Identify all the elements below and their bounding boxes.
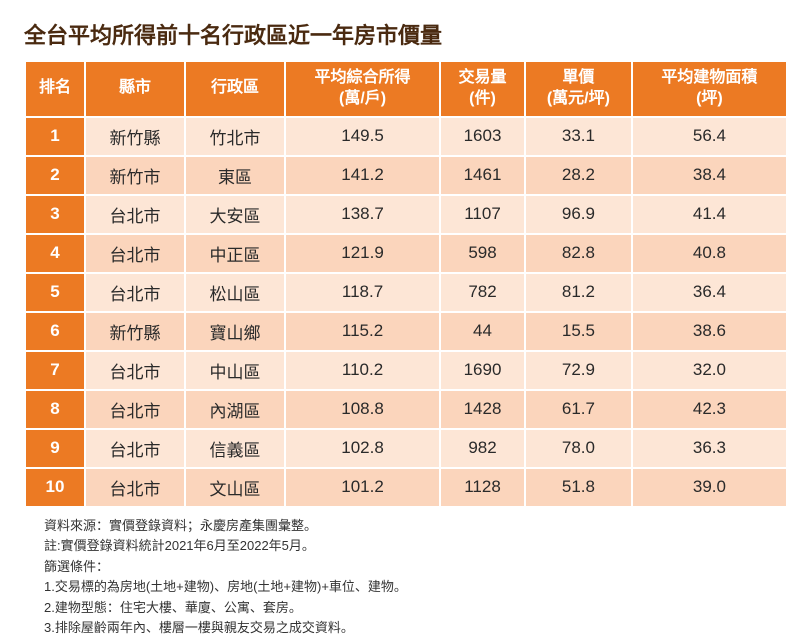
cell-district: 信義區	[185, 429, 285, 468]
table-row: 3台北市大安區138.7110796.941.4	[25, 195, 787, 234]
cell-income: 115.2	[285, 312, 440, 351]
cell-county: 新竹縣	[85, 117, 185, 156]
cell-county: 台北市	[85, 351, 185, 390]
cell-volume: 1107	[440, 195, 525, 234]
cell-area: 42.3	[632, 390, 787, 429]
note-line: 篩選條件：	[44, 557, 788, 577]
cell-county: 台北市	[85, 195, 185, 234]
cell-district: 東區	[185, 156, 285, 195]
note-line: 3.排除屋齡兩年內、樓層一樓與親友交易之成交資料。	[44, 618, 788, 638]
cell-county: 台北市	[85, 234, 185, 273]
cell-rank: 5	[25, 273, 85, 312]
cell-area: 32.0	[632, 351, 787, 390]
cell-price: 78.0	[525, 429, 632, 468]
table-row: 1新竹縣竹北市149.5160333.156.4	[25, 117, 787, 156]
cell-volume: 782	[440, 273, 525, 312]
cell-price: 51.8	[525, 468, 632, 507]
col-header-income: 平均綜合所得(萬/戶)	[285, 61, 440, 117]
col-header-county: 縣市	[85, 61, 185, 117]
note-line: 註:實價登錄資料統計2021年6月至2022年5月。	[44, 536, 788, 556]
page-title: 全台平均所得前十名行政區近一年房市價量	[24, 18, 788, 50]
table-row: 7台北市中山區110.2169072.932.0	[25, 351, 787, 390]
cell-income: 101.2	[285, 468, 440, 507]
notes-block: 資料來源：實價登錄資料；永慶房產集團彙整。註:實價登錄資料統計2021年6月至2…	[24, 516, 788, 638]
cell-district: 寶山鄉	[185, 312, 285, 351]
note-line: 2.建物型態：住宅大樓、華廈、公寓、套房。	[44, 598, 788, 618]
col-header-volume: 交易量(件)	[440, 61, 525, 117]
cell-area: 39.0	[632, 468, 787, 507]
header-row: 排名 縣市 行政區 平均綜合所得(萬/戶) 交易量(件) 單價(萬元/坪) 平均…	[25, 61, 787, 117]
cell-rank: 6	[25, 312, 85, 351]
table-row: 2新竹市東區141.2146128.238.4	[25, 156, 787, 195]
cell-district: 內湖區	[185, 390, 285, 429]
cell-county: 台北市	[85, 390, 185, 429]
cell-volume: 598	[440, 234, 525, 273]
cell-area: 40.8	[632, 234, 787, 273]
note-line: 1.交易標的為房地(土地+建物)、房地(土地+建物)+車位、建物。	[44, 577, 788, 597]
cell-county: 新竹縣	[85, 312, 185, 351]
cell-price: 61.7	[525, 390, 632, 429]
cell-volume: 982	[440, 429, 525, 468]
table-row: 10台北市文山區101.2112851.839.0	[25, 468, 787, 507]
cell-rank: 9	[25, 429, 85, 468]
cell-volume: 1461	[440, 156, 525, 195]
cell-district: 竹北市	[185, 117, 285, 156]
note-line: 資料來源：實價登錄資料；永慶房產集團彙整。	[44, 516, 788, 536]
col-header-district: 行政區	[185, 61, 285, 117]
cell-price: 82.8	[525, 234, 632, 273]
cell-rank: 8	[25, 390, 85, 429]
cell-volume: 1128	[440, 468, 525, 507]
cell-rank: 2	[25, 156, 85, 195]
table-row: 8台北市內湖區108.8142861.742.3	[25, 390, 787, 429]
cell-county: 台北市	[85, 273, 185, 312]
cell-income: 110.2	[285, 351, 440, 390]
cell-area: 56.4	[632, 117, 787, 156]
cell-volume: 1603	[440, 117, 525, 156]
cell-district: 大安區	[185, 195, 285, 234]
cell-income: 149.5	[285, 117, 440, 156]
col-header-rank: 排名	[25, 61, 85, 117]
cell-county: 台北市	[85, 429, 185, 468]
cell-rank: 3	[25, 195, 85, 234]
cell-district: 松山區	[185, 273, 285, 312]
cell-price: 96.9	[525, 195, 632, 234]
cell-volume: 44	[440, 312, 525, 351]
cell-rank: 7	[25, 351, 85, 390]
table-row: 4台北市中正區121.959882.840.8	[25, 234, 787, 273]
cell-volume: 1690	[440, 351, 525, 390]
col-header-area: 平均建物面積(坪)	[632, 61, 787, 117]
cell-rank: 4	[25, 234, 85, 273]
cell-county: 新竹市	[85, 156, 185, 195]
cell-volume: 1428	[440, 390, 525, 429]
cell-district: 中山區	[185, 351, 285, 390]
table-row: 6新竹縣寶山鄉115.24415.538.6	[25, 312, 787, 351]
cell-county: 台北市	[85, 468, 185, 507]
cell-price: 33.1	[525, 117, 632, 156]
col-header-price: 單價(萬元/坪)	[525, 61, 632, 117]
cell-area: 38.6	[632, 312, 787, 351]
cell-area: 36.4	[632, 273, 787, 312]
cell-income: 102.8	[285, 429, 440, 468]
cell-income: 141.2	[285, 156, 440, 195]
cell-area: 36.3	[632, 429, 787, 468]
cell-price: 72.9	[525, 351, 632, 390]
cell-income: 108.8	[285, 390, 440, 429]
data-table: 排名 縣市 行政區 平均綜合所得(萬/戶) 交易量(件) 單價(萬元/坪) 平均…	[24, 60, 788, 508]
table-row: 5台北市松山區118.778281.236.4	[25, 273, 787, 312]
cell-price: 15.5	[525, 312, 632, 351]
cell-rank: 1	[25, 117, 85, 156]
cell-income: 121.9	[285, 234, 440, 273]
cell-income: 118.7	[285, 273, 440, 312]
cell-district: 中正區	[185, 234, 285, 273]
cell-rank: 10	[25, 468, 85, 507]
cell-area: 38.4	[632, 156, 787, 195]
cell-district: 文山區	[185, 468, 285, 507]
cell-price: 81.2	[525, 273, 632, 312]
cell-income: 138.7	[285, 195, 440, 234]
cell-area: 41.4	[632, 195, 787, 234]
cell-price: 28.2	[525, 156, 632, 195]
table-row: 9台北市信義區102.898278.036.3	[25, 429, 787, 468]
